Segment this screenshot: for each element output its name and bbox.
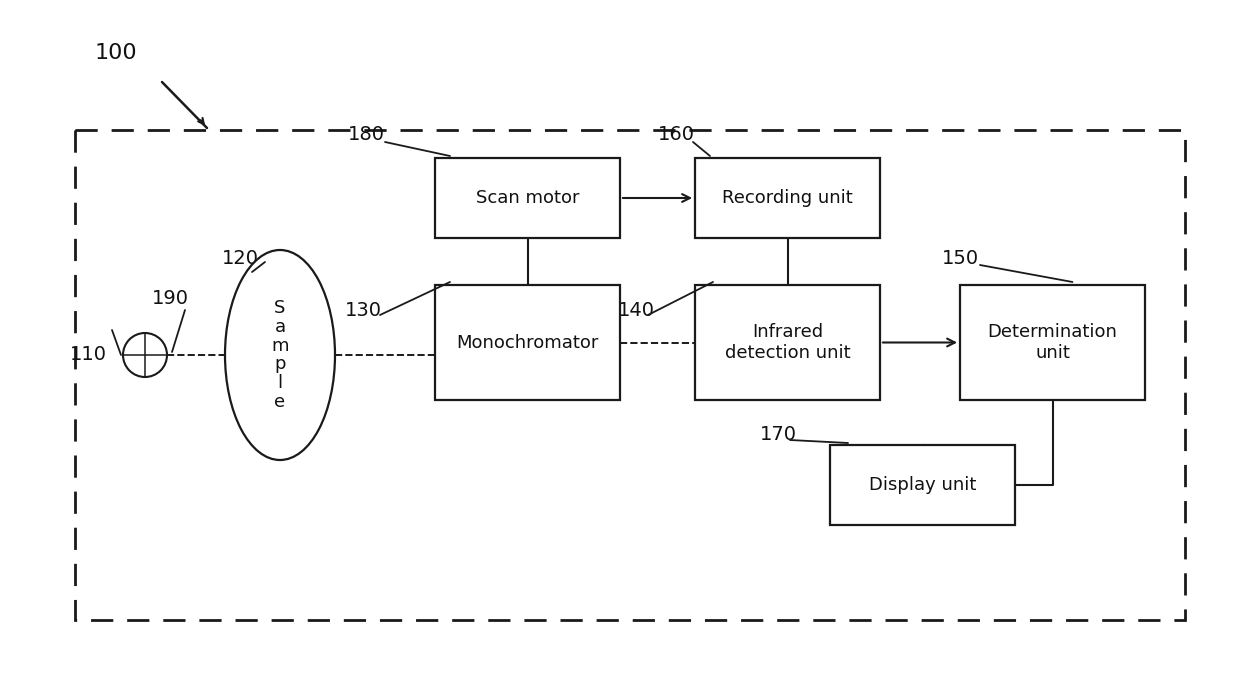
- Text: Recording unit: Recording unit: [722, 189, 853, 207]
- Text: Scan motor: Scan motor: [476, 189, 579, 207]
- Bar: [694, 285, 880, 400]
- Text: 160: 160: [658, 126, 694, 144]
- Text: 120: 120: [222, 249, 259, 267]
- Bar: [435, 158, 620, 238]
- Bar: [74, 130, 1185, 620]
- Bar: [960, 285, 1145, 400]
- Text: 110: 110: [69, 346, 107, 365]
- Bar: [694, 158, 880, 238]
- Bar: [435, 285, 620, 400]
- Circle shape: [123, 333, 167, 377]
- Text: 190: 190: [153, 289, 188, 308]
- Text: 130: 130: [345, 300, 382, 319]
- Text: Monochromator: Monochromator: [456, 333, 599, 352]
- Text: 180: 180: [348, 126, 384, 144]
- Text: Infrared
detection unit: Infrared detection unit: [724, 323, 851, 362]
- Text: 150: 150: [942, 249, 980, 267]
- Ellipse shape: [224, 250, 335, 460]
- Text: Display unit: Display unit: [869, 476, 976, 494]
- Text: 100: 100: [95, 43, 138, 63]
- Bar: [830, 445, 1016, 525]
- Text: Determination
unit: Determination unit: [987, 323, 1117, 362]
- Text: 140: 140: [618, 300, 655, 319]
- Text: S
a
m
p
l
e: S a m p l e: [272, 300, 289, 411]
- Text: 170: 170: [760, 425, 797, 444]
